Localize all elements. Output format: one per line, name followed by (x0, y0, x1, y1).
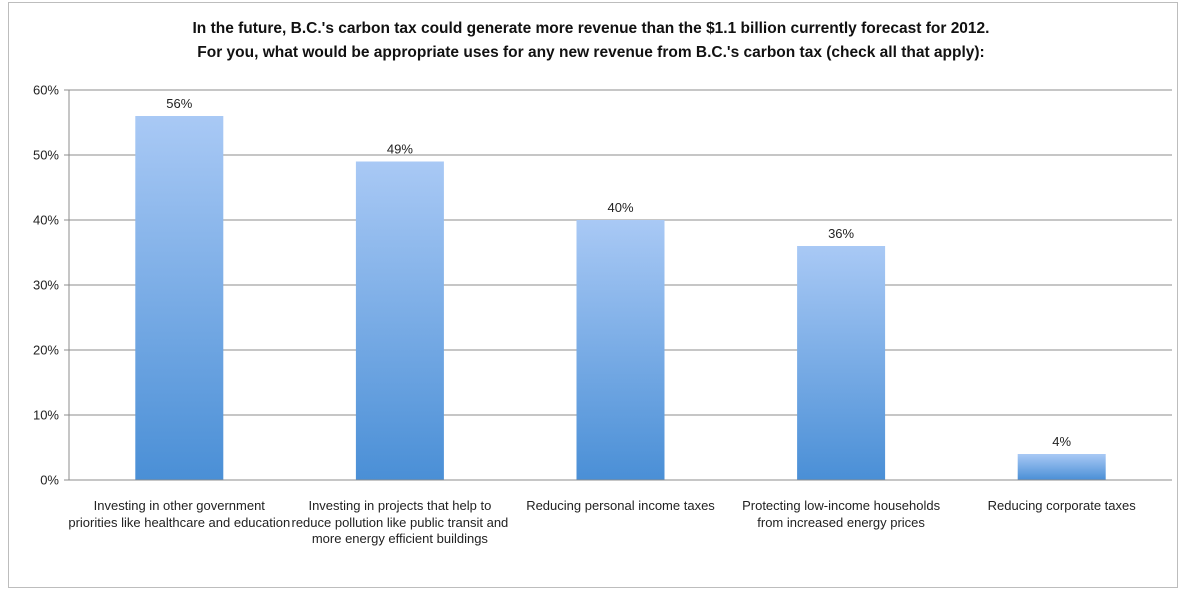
bar (1017, 454, 1106, 480)
y-tick-label: 50% (33, 148, 59, 163)
x-tick-label: Protecting low-income households from in… (742, 498, 941, 530)
y-tick-label: 20% (33, 343, 59, 358)
data-label: 40% (607, 200, 633, 215)
y-tick-label: 40% (33, 213, 59, 228)
x-tick-label: Investing in other government priorities… (68, 498, 291, 530)
bar (355, 161, 444, 480)
bars (135, 116, 1106, 480)
y-tick-label: 30% (33, 278, 59, 293)
chart-title: In the future, B.C.'s carbon tax could g… (192, 20, 990, 37)
x-tick-label: Reducing personal income taxes (526, 498, 715, 513)
data-labels: 56% 49% 40% 36% 4% (166, 96, 1071, 449)
data-label: 36% (828, 226, 854, 241)
bar (135, 116, 224, 480)
data-label: 49% (387, 142, 413, 157)
chart-subtitle: For you, what would be appropriate uses … (197, 44, 985, 61)
y-tick-label: 0% (40, 473, 59, 488)
bar (576, 220, 665, 480)
x-tick-label: Investing in projects that help to reduc… (291, 498, 509, 546)
data-label: 56% (166, 96, 192, 111)
y-tick-label: 10% (33, 408, 59, 423)
x-tick-label: Reducing corporate taxes (987, 498, 1136, 513)
y-axis-ticks: 0% 10% 20% 30% 40% 50% 60% (33, 83, 70, 488)
bar (797, 246, 886, 480)
data-label: 4% (1052, 434, 1071, 449)
y-tick-label: 60% (33, 83, 59, 98)
